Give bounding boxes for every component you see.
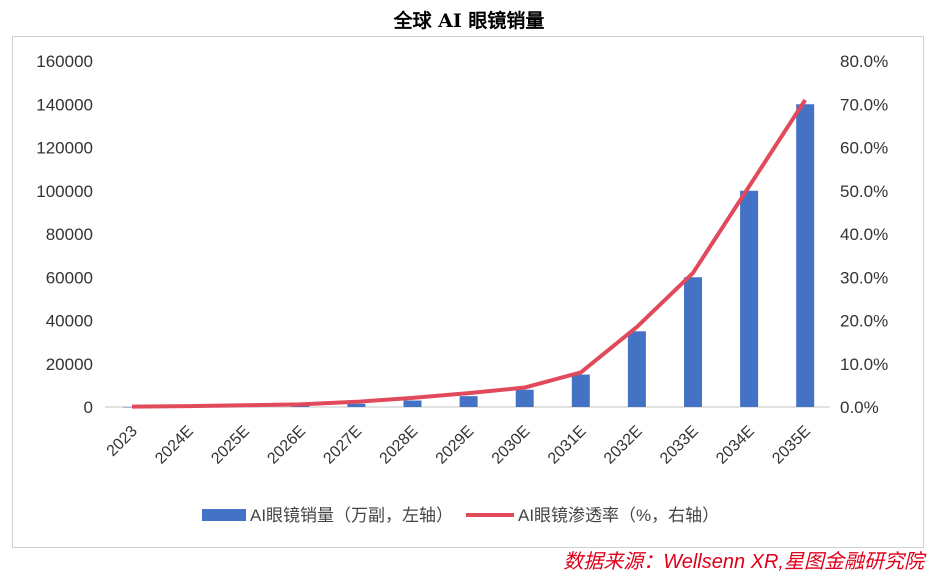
y-right-tick-label: 20.0% bbox=[840, 312, 888, 331]
x-tick-label: 2034E bbox=[713, 423, 758, 468]
bar bbox=[740, 190, 759, 407]
y-left-tick-label: 80000 bbox=[46, 225, 93, 244]
x-tick-label: 2029E bbox=[433, 423, 478, 468]
y-left-tick-label: 0 bbox=[84, 398, 93, 417]
bar bbox=[684, 277, 702, 407]
bar bbox=[571, 374, 590, 407]
bar bbox=[627, 331, 646, 407]
legend-bar-swatch bbox=[202, 509, 246, 521]
x-tick-label: 2030E bbox=[489, 423, 534, 468]
bar bbox=[347, 403, 366, 407]
x-tick-label: 2024E bbox=[152, 423, 197, 468]
source-note: 数据来源：Wellsenn XR,星图金融研究院 bbox=[563, 551, 924, 573]
y-right-tick-label: 40.0% bbox=[840, 225, 888, 244]
bar bbox=[459, 396, 478, 407]
y-left-tick-label: 140000 bbox=[36, 95, 93, 114]
x-tick-label: 2023 bbox=[104, 423, 141, 460]
chart-title: 全球 AI 眼镜销量 bbox=[393, 10, 545, 32]
x-tick-label: 2032E bbox=[601, 423, 646, 468]
y-left-tick-label: 20000 bbox=[46, 355, 93, 374]
bar bbox=[291, 405, 310, 407]
y-left-tick-label: 100000 bbox=[36, 182, 93, 201]
y-right-tick-label: 30.0% bbox=[840, 268, 888, 287]
bar bbox=[403, 400, 422, 407]
y-right-tick-label: 80.0% bbox=[840, 52, 888, 71]
y-left-tick-label: 120000 bbox=[36, 139, 93, 158]
chart-frame bbox=[12, 36, 924, 548]
x-tick-label: 2026E bbox=[264, 423, 309, 468]
y-left-tick-label: 160000 bbox=[36, 52, 93, 71]
y-right-tick-label: 10.0% bbox=[840, 355, 888, 374]
legend-line-label: AI眼镜渗透率（%，右轴） bbox=[518, 506, 719, 525]
penetration-line bbox=[131, 98, 807, 409]
y-right-tick-label: 50.0% bbox=[840, 182, 888, 201]
bar bbox=[796, 104, 815, 407]
y-right-tick-label: 70.0% bbox=[840, 95, 888, 114]
x-tick-label: 2031E bbox=[545, 423, 590, 468]
x-tick-label: 2025E bbox=[208, 423, 253, 468]
x-tick-label: 2027E bbox=[320, 423, 365, 468]
x-tick-label: 2028E bbox=[377, 423, 422, 468]
legend-bar-label: AI眼镜销量（万副，左轴） bbox=[250, 506, 453, 525]
y-right-tick-label: 60.0% bbox=[840, 139, 888, 158]
x-tick-label: 2033E bbox=[657, 423, 702, 468]
y-right-tick-label: 0.0% bbox=[840, 398, 879, 417]
y-left-tick-label: 40000 bbox=[46, 312, 93, 331]
bar bbox=[123, 406, 141, 408]
y-left-tick-label: 60000 bbox=[46, 268, 93, 287]
x-tick-label: 2035E bbox=[769, 423, 814, 468]
bar bbox=[515, 389, 534, 407]
